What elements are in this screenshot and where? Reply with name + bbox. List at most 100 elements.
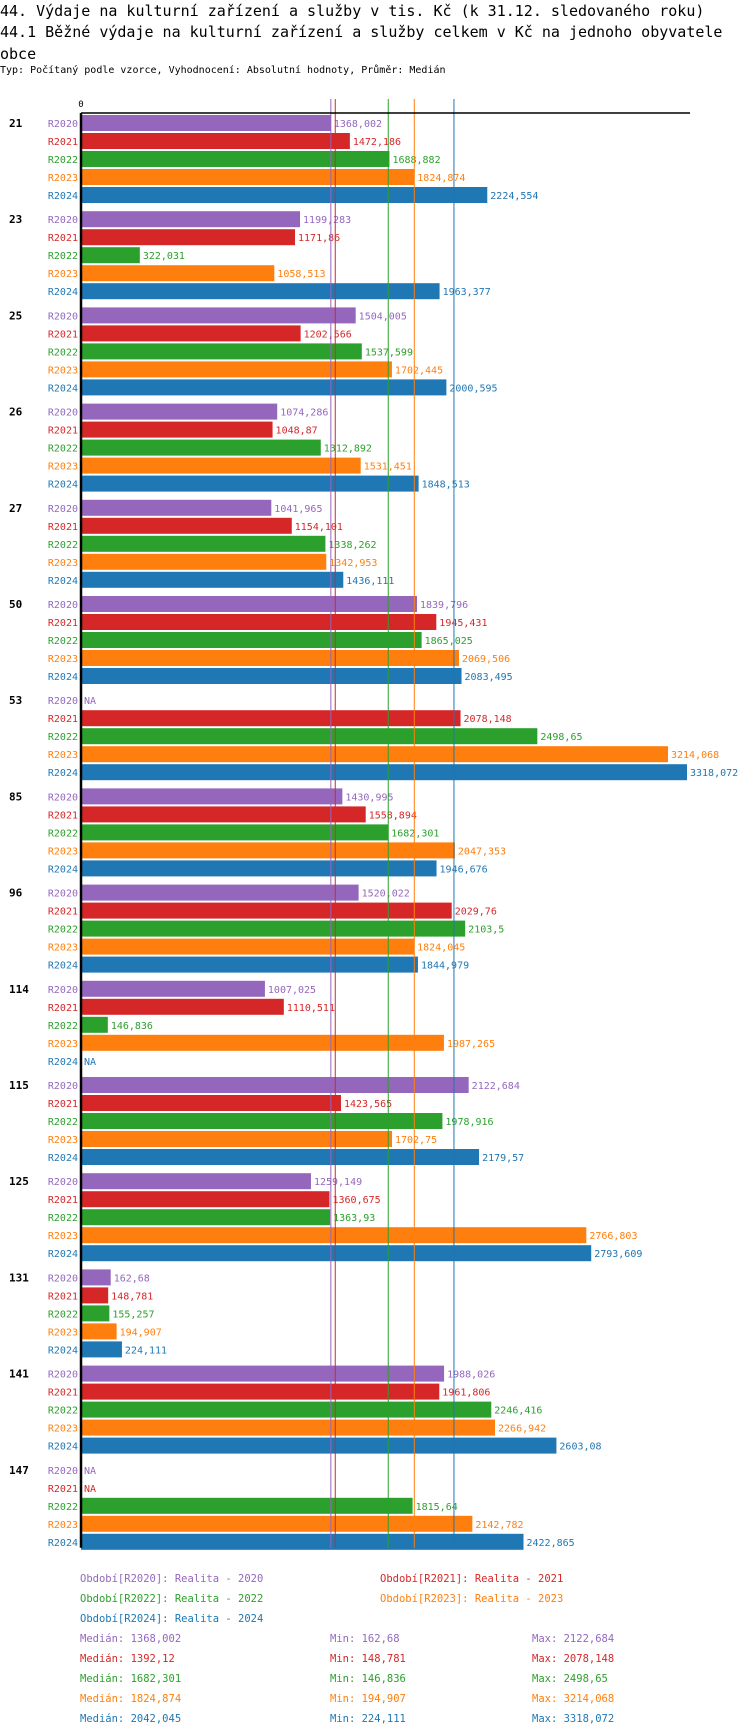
data-label: 1987,265 [447, 1039, 495, 1050]
bar [81, 746, 669, 763]
bar [81, 860, 437, 877]
data-label: 2224,554 [490, 191, 538, 202]
series-label: R2022 [48, 828, 78, 839]
data-label: 2246,416 [494, 1406, 542, 1417]
data-label: 1360,675 [333, 1195, 381, 1206]
legend-median: Medián: 1682,301 [80, 1673, 182, 1685]
legend-item: Období[R2020]: Realita - 2020 [80, 1573, 264, 1585]
series-label: R2021 [48, 1291, 78, 1302]
data-label: 1504,005 [359, 311, 407, 322]
data-label: 224,111 [125, 1345, 167, 1356]
bar [81, 343, 362, 360]
data-label: 1048,87 [276, 426, 318, 437]
series-label: R2021 [48, 137, 78, 148]
bar [81, 517, 292, 534]
bar [81, 1341, 122, 1358]
legend-min: Min: 148,781 [330, 1653, 406, 1665]
legend-median: Medián: 1368,002 [80, 1633, 182, 1645]
bar [81, 1034, 444, 1051]
bar [81, 614, 437, 630]
category-label: 125 [9, 1175, 29, 1188]
data-label: 3318,072 [690, 768, 738, 779]
series-label: R2022 [48, 1117, 78, 1128]
series-label: R2021 [48, 714, 78, 725]
bar [81, 920, 466, 937]
series-label: R2022 [48, 1309, 78, 1320]
bar [81, 1173, 311, 1190]
bar [81, 1245, 592, 1262]
data-label: 1363,93 [333, 1213, 375, 1224]
data-label: 2603,08 [559, 1442, 601, 1453]
series-label: R2024 [48, 1538, 78, 1549]
data-label: 1978,916 [445, 1117, 493, 1128]
series-label: R2020 [48, 1177, 78, 1188]
bar [81, 764, 687, 781]
series-label: R2024 [48, 576, 78, 587]
data-label: 1171,86 [298, 233, 340, 244]
legend-max: Max: 2498,65 [532, 1673, 608, 1685]
series-label: R2021 [48, 426, 78, 437]
bar [81, 902, 452, 919]
data-label: 2078,148 [464, 714, 512, 725]
bar [81, 842, 455, 859]
series-label: R2020 [48, 696, 78, 707]
series-label: R2020 [48, 504, 78, 515]
data-label: 3214,068 [671, 750, 719, 761]
series-label: R2020 [48, 1081, 78, 1092]
category-label: 25 [9, 309, 22, 322]
series-label: R2024 [48, 1249, 78, 1260]
series-label: R2024 [48, 1153, 78, 1164]
bar [81, 403, 278, 420]
bar [81, 307, 356, 324]
data-label: 1988,026 [447, 1370, 495, 1381]
data-label: 1844,979 [421, 961, 469, 972]
x-tick-label: 0 [78, 100, 83, 110]
series-label: R2024 [48, 383, 78, 394]
series-label: R2020 [48, 792, 78, 803]
data-label: 1041,965 [274, 504, 322, 515]
chart-title: 44.1 Běžné výdaje na kulturní zařízení a… [0, 23, 723, 63]
legend-max: Max: 2122,684 [532, 1633, 615, 1645]
data-label: 1688,882 [392, 155, 440, 166]
series-label: R2023 [48, 1135, 78, 1146]
bar [81, 151, 390, 167]
series-label: R2022 [48, 1406, 78, 1417]
series-label: R2023 [48, 173, 78, 184]
series-label: R2024 [48, 768, 78, 779]
data-label: 1110,511 [287, 1003, 335, 1014]
bar [81, 553, 327, 570]
series-label: R2023 [48, 462, 78, 473]
legend-item: Období[R2023]: Realita - 2023 [380, 1593, 564, 1605]
bar [81, 998, 284, 1015]
bar [81, 938, 415, 955]
bar [81, 1016, 108, 1033]
bar [81, 1383, 440, 1400]
legend-item: Období[R2021]: Realita - 2021 [380, 1573, 564, 1585]
series-label: R2020 [48, 1273, 78, 1284]
series-label: R2021 [48, 329, 78, 340]
bar [81, 788, 343, 805]
bar [81, 133, 350, 149]
bar [81, 1401, 492, 1418]
category-label: 115 [9, 1079, 29, 1092]
bar [81, 956, 418, 973]
data-label: 1338,262 [328, 540, 376, 551]
legend-max: Max: 3318,072 [532, 1713, 615, 1725]
bar [81, 1287, 109, 1304]
data-label: 1074,286 [280, 408, 328, 419]
legend-item: Období[R2022]: Realita - 2022 [80, 1593, 264, 1605]
series-label: R2024 [48, 864, 78, 875]
series-label: R2020 [48, 311, 78, 322]
series-label: R2021 [48, 233, 78, 244]
bar [81, 1131, 392, 1147]
series-label: R2023 [48, 365, 78, 376]
category-label: 147 [9, 1464, 29, 1477]
data-label: 1558,894 [369, 810, 417, 821]
data-label: 2793,609 [594, 1249, 642, 1260]
series-label: R2020 [48, 1370, 78, 1381]
data-label: 1368,002 [334, 119, 382, 130]
category-label: 53 [9, 694, 22, 707]
data-label: 1472,186 [353, 137, 401, 148]
bar [81, 1419, 496, 1436]
bar [81, 379, 447, 396]
